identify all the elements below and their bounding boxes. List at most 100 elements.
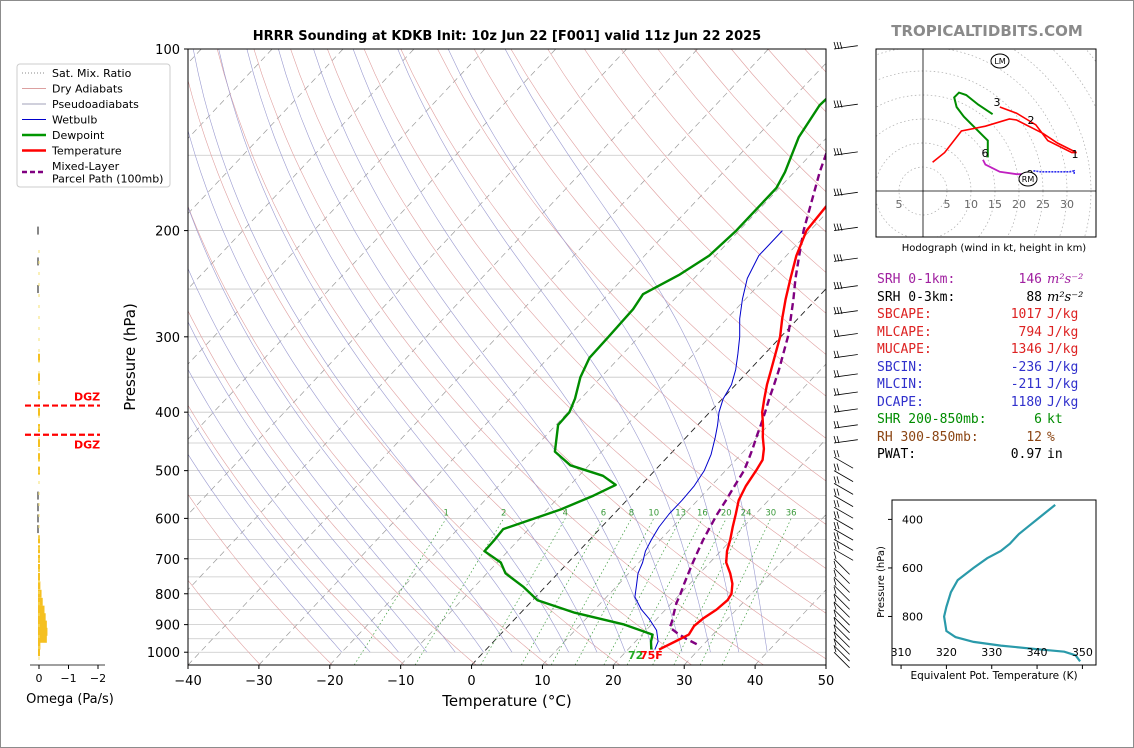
mixing-ratio-line bbox=[603, 518, 681, 665]
barb-flag bbox=[833, 188, 837, 196]
barb-flag bbox=[833, 405, 837, 413]
barb-staff bbox=[833, 257, 858, 262]
stat-value: 1180 bbox=[1010, 394, 1042, 410]
theta-e-line bbox=[942, 504, 1081, 663]
legend-label: Wetbulb bbox=[52, 114, 97, 127]
barb-flag bbox=[836, 254, 840, 262]
wind-barb bbox=[833, 420, 858, 429]
isotherm bbox=[188, 49, 627, 516]
hodograph-tick-label: 30 bbox=[1060, 198, 1074, 211]
dry-adiabat bbox=[584, 49, 826, 314]
y-tick-label: 700 bbox=[155, 553, 180, 568]
barb-flag bbox=[836, 511, 840, 519]
isotherm bbox=[613, 438, 826, 665]
theta-e-y-axis-label: Pressure (hPa) bbox=[876, 546, 887, 618]
pseudoadiabat bbox=[246, 49, 598, 653]
x-tick-label: −40 bbox=[174, 674, 201, 689]
series-wetbulb bbox=[634, 230, 783, 650]
stat-value: 1346 bbox=[1010, 342, 1042, 357]
isotherm bbox=[400, 213, 826, 665]
barb-staff bbox=[833, 651, 850, 669]
barb-flag bbox=[839, 41, 843, 50]
x-tick-label: −30 bbox=[245, 674, 272, 689]
theta-e-y-tick-label: 600 bbox=[902, 562, 923, 575]
omega-bar bbox=[38, 373, 40, 382]
mixing-ratio-label: 30 bbox=[765, 508, 776, 518]
theta-e-x-tick-label: 310 bbox=[891, 646, 912, 659]
barb-flag bbox=[833, 542, 837, 550]
wind-barb bbox=[833, 148, 858, 156]
barb-flag bbox=[836, 388, 840, 396]
barb-flag bbox=[836, 420, 840, 429]
pseudoadiabat bbox=[188, 412, 371, 653]
x-tick-label: −20 bbox=[316, 674, 343, 689]
barb-staff bbox=[833, 470, 854, 482]
barb-flag bbox=[836, 223, 840, 231]
barb-flag bbox=[833, 631, 837, 639]
omega-bar bbox=[37, 525, 39, 534]
wind-barbs bbox=[832, 41, 858, 669]
pseudoadiabat bbox=[188, 129, 513, 653]
surface-dewpoint-label: 72 bbox=[628, 649, 643, 662]
barb-staff bbox=[833, 645, 850, 662]
barb-flag bbox=[836, 188, 840, 196]
stat-unit: J/kg bbox=[1047, 324, 1079, 340]
dry-adiabat bbox=[188, 79, 621, 665]
wind-barb bbox=[833, 532, 854, 551]
omega-bar bbox=[37, 285, 39, 294]
barb-flag bbox=[833, 521, 837, 530]
barb-flag bbox=[836, 148, 840, 156]
legend-label: Mixed-Layer bbox=[52, 160, 120, 173]
mixing-ratio-line bbox=[626, 518, 703, 665]
stat-unit: J/kg bbox=[1047, 307, 1079, 322]
barb-flag bbox=[833, 476, 837, 484]
barb-staff bbox=[833, 593, 850, 610]
brand-watermark: TROPICALTIDBITS.COM bbox=[891, 22, 1083, 40]
mixing-ratio-line bbox=[699, 518, 772, 665]
legend-label: Sat. Mix. Ratio bbox=[52, 67, 132, 80]
legend-label: Dry Adiabats bbox=[52, 83, 123, 96]
barb-flag bbox=[836, 500, 840, 508]
barb-flag bbox=[833, 435, 837, 444]
pseudoadiabat bbox=[192, 49, 541, 653]
x-tick-label: 0 bbox=[467, 674, 475, 689]
mixing-ratio-line bbox=[673, 518, 747, 665]
chart-title: HRRR Sounding at KDKB Init: 10z Jun 22 [… bbox=[253, 29, 761, 44]
barb-flag bbox=[836, 450, 840, 458]
barb-flag bbox=[833, 500, 837, 508]
mixing-ratio-label: 2 bbox=[501, 508, 506, 518]
barb-flag bbox=[839, 254, 843, 262]
legend-label: Dewpoint bbox=[52, 129, 105, 142]
stat-label: SRH 0-3km: bbox=[877, 289, 956, 305]
stat-label: MLCIN: bbox=[877, 377, 924, 392]
barb-staff bbox=[833, 439, 858, 444]
wind-barb bbox=[833, 100, 858, 108]
theta-e-y-tick-label: 800 bbox=[902, 610, 923, 623]
hodograph-tick-label: 5 bbox=[896, 198, 903, 211]
wind-barb bbox=[833, 521, 854, 541]
isotherm bbox=[258, 62, 826, 665]
series-dewpoint bbox=[483, 97, 826, 650]
omega-bar bbox=[38, 581, 41, 590]
barb-flag bbox=[833, 350, 837, 358]
skewt-axes-frame bbox=[187, 48, 827, 666]
theta-e-x-axis-label: Equivalent Pot. Temperature (K) bbox=[910, 670, 1077, 682]
stat-value: 6 bbox=[1034, 412, 1042, 427]
omega-bar bbox=[38, 572, 40, 581]
barb-staff bbox=[833, 585, 850, 602]
barb-staff bbox=[833, 103, 858, 108]
isotherm bbox=[542, 363, 826, 665]
dgz-label: DGZ bbox=[74, 439, 100, 452]
stat-value: 146 bbox=[1018, 272, 1042, 287]
y-tick-label: 1000 bbox=[147, 646, 180, 661]
omega-bar bbox=[38, 563, 40, 572]
mixing-ratio-label: 13 bbox=[675, 508, 686, 518]
wind-barb bbox=[833, 594, 850, 618]
pseudoadiabat bbox=[352, 49, 683, 653]
omega-x-tick-label: 0 bbox=[36, 672, 43, 685]
barb-flag bbox=[833, 586, 837, 594]
omega-x-tick-label: −1 bbox=[60, 672, 76, 685]
isotherm bbox=[754, 589, 826, 665]
y-tick-label: 900 bbox=[155, 619, 180, 634]
